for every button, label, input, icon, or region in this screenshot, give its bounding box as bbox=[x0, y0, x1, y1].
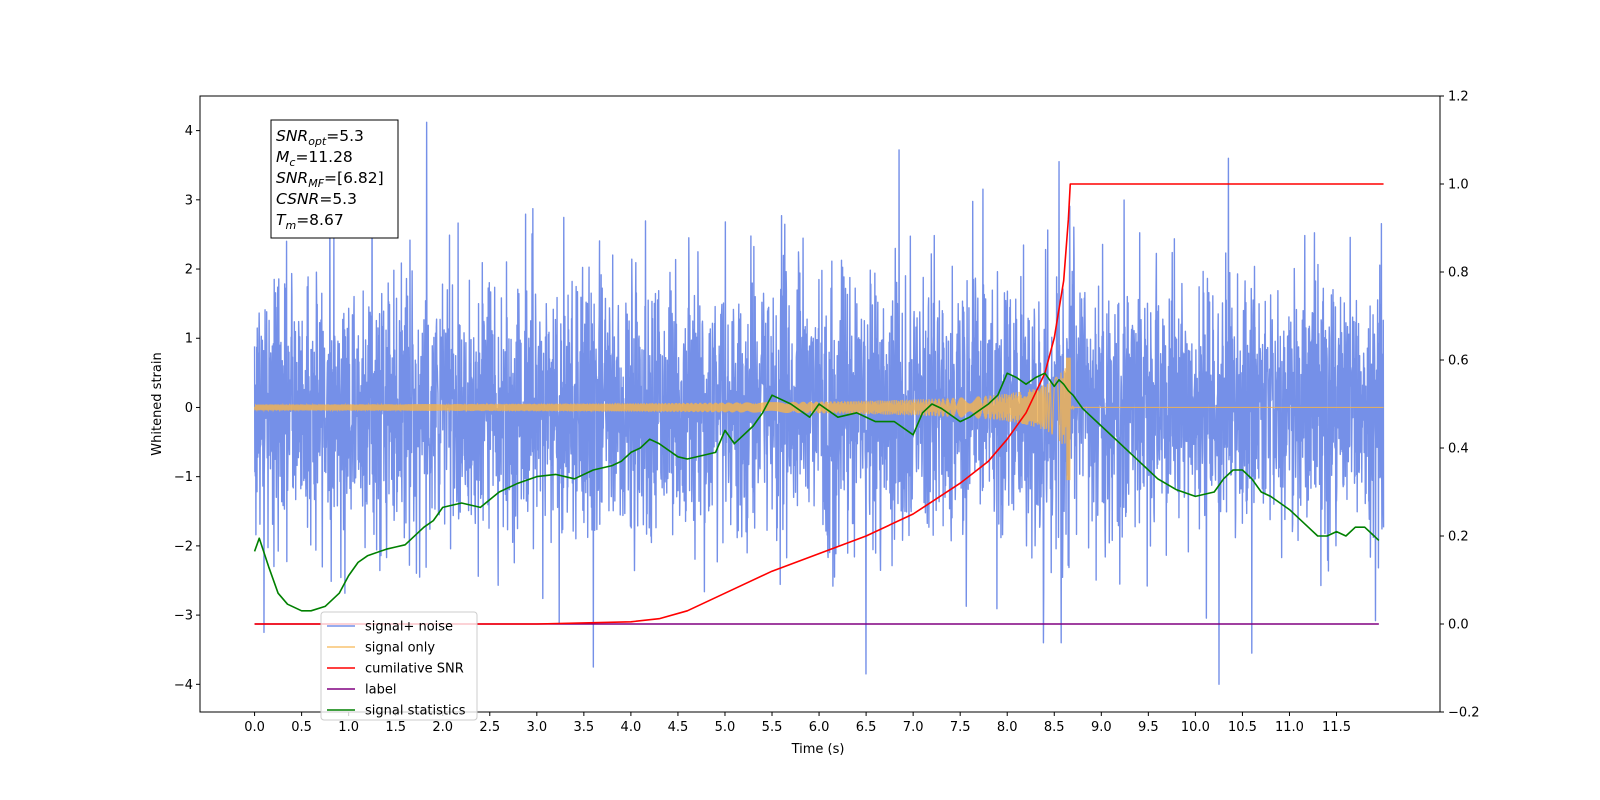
y-tick-label: 0 bbox=[185, 401, 193, 416]
y2-tick-label: 0.0 bbox=[1448, 618, 1469, 633]
stats-line: Mc=11.28 bbox=[276, 148, 353, 169]
x-tick-label: 10.0 bbox=[1181, 720, 1210, 735]
legend-frame bbox=[320, 611, 478, 721]
stats-value: =8.67 bbox=[296, 211, 344, 229]
stats-symbol: CSNR bbox=[276, 190, 319, 208]
y2-tick-label: 0.4 bbox=[1448, 442, 1469, 457]
x-tick-label: 7.0 bbox=[903, 720, 924, 735]
x-tick-label: 11.5 bbox=[1322, 720, 1351, 735]
stats-value: =[6.82] bbox=[324, 169, 384, 187]
y-axis-left: −4 −3 −2 −1 0 1 2 3 4 bbox=[174, 124, 200, 693]
x-tick-label: 0.0 bbox=[244, 720, 265, 735]
y-tick-label: −4 bbox=[174, 678, 193, 693]
x-tick-label: 5.5 bbox=[762, 720, 783, 735]
legend-label: signal only bbox=[365, 641, 435, 656]
x-tick-label: 10.5 bbox=[1228, 720, 1257, 735]
y-tick-label: 1 bbox=[185, 332, 193, 347]
x-tick-label: 9.5 bbox=[1138, 720, 1159, 735]
y-tick-label: 4 bbox=[185, 124, 193, 139]
x-tick-label: 6.0 bbox=[809, 720, 830, 735]
legend-label: signal statistics bbox=[365, 704, 466, 719]
x-tick-label: 4.5 bbox=[668, 720, 689, 735]
x-axis-label: Time (s) bbox=[791, 742, 845, 757]
y-tick-label: −1 bbox=[174, 470, 193, 485]
stats-box: SNRopt=5.3Mc=11.28SNRMF=[6.82]CSNR=5.3Tm… bbox=[270, 119, 399, 239]
x-axis: 0.0 0.5 1.0 1.5 2.0 2.5 3.0 3.5 4.0 4.5 5.0 5.5 6.0 6… bbox=[244, 712, 1351, 735]
axes-frame bbox=[199, 95, 1441, 713]
x-tick-label: 8.0 bbox=[997, 720, 1018, 735]
x-tick-label: 4.0 bbox=[621, 720, 642, 735]
y-tick-label: 2 bbox=[185, 263, 193, 278]
stats-line: CSNR=5.3 bbox=[276, 190, 357, 208]
series-cumulative-snr-line bbox=[254, 183, 1384, 625]
stats-value: =5.3 bbox=[319, 190, 357, 208]
x-tick-label: 3.5 bbox=[574, 720, 595, 735]
x-tick-label: 0.5 bbox=[291, 720, 312, 735]
stats-subscript: opt bbox=[308, 135, 327, 148]
stats-line: SNRopt=5.3 bbox=[276, 127, 364, 148]
y-tick-label: −2 bbox=[174, 539, 193, 554]
y2-tick-label: 0.8 bbox=[1448, 266, 1469, 281]
x-tick-label: 2.5 bbox=[479, 720, 500, 735]
stats-line: SNRMF=[6.82] bbox=[276, 169, 384, 190]
stats-subscript: c bbox=[289, 156, 295, 169]
stats-symbol: SNR bbox=[276, 169, 308, 187]
stats-subscript: m bbox=[285, 219, 296, 232]
stats-value: =5.3 bbox=[326, 127, 364, 145]
x-tick-label: 1.5 bbox=[385, 720, 406, 735]
y2-tick-label: 0.2 bbox=[1448, 530, 1469, 545]
x-tick-label: 6.5 bbox=[856, 720, 877, 735]
stats-symbol: M bbox=[276, 148, 289, 166]
x-tick-label: 11.0 bbox=[1275, 720, 1304, 735]
y2-tick-label: 1.2 bbox=[1448, 90, 1469, 105]
series-signal-statistics-line bbox=[253, 372, 1380, 612]
y-axis-label: Whitened strain bbox=[150, 352, 165, 455]
x-tick-label: 7.5 bbox=[950, 720, 971, 735]
x-tick-label: 9.0 bbox=[1091, 720, 1112, 735]
x-tick-label: 2.0 bbox=[432, 720, 453, 735]
y-axis-right: −0.2 0.0 0.2 0.4 0.6 0.8 1.0 1.2 bbox=[1440, 90, 1480, 721]
x-tick-label: 8.5 bbox=[1044, 720, 1065, 735]
stats-box-frame bbox=[270, 119, 399, 239]
legend: signal+ noise signal only cumilative SNR la… bbox=[320, 611, 478, 721]
stats-line: Tm=8.67 bbox=[276, 211, 344, 232]
x-tick-label: 3.0 bbox=[526, 720, 547, 735]
legend-label: signal+ noise bbox=[365, 620, 453, 635]
legend-label: label bbox=[365, 683, 396, 698]
series-signal-only-line bbox=[253, 357, 1384, 481]
stats-subscript: MF bbox=[308, 177, 324, 190]
stats-symbol: T bbox=[276, 211, 287, 229]
y-tick-label: −3 bbox=[174, 609, 193, 624]
x-tick-label: 5.0 bbox=[715, 720, 736, 735]
legend-label: cumilative SNR bbox=[365, 662, 464, 677]
y2-tick-label: 0.6 bbox=[1448, 354, 1469, 369]
x-tick-label: 1.0 bbox=[338, 720, 359, 735]
y2-tick-label: 1.0 bbox=[1448, 178, 1469, 193]
y2-tick-label: −0.2 bbox=[1448, 706, 1480, 721]
y-tick-label: 3 bbox=[185, 193, 193, 208]
stats-value: =11.28 bbox=[295, 148, 352, 166]
stats-symbol: SNR bbox=[276, 127, 308, 145]
